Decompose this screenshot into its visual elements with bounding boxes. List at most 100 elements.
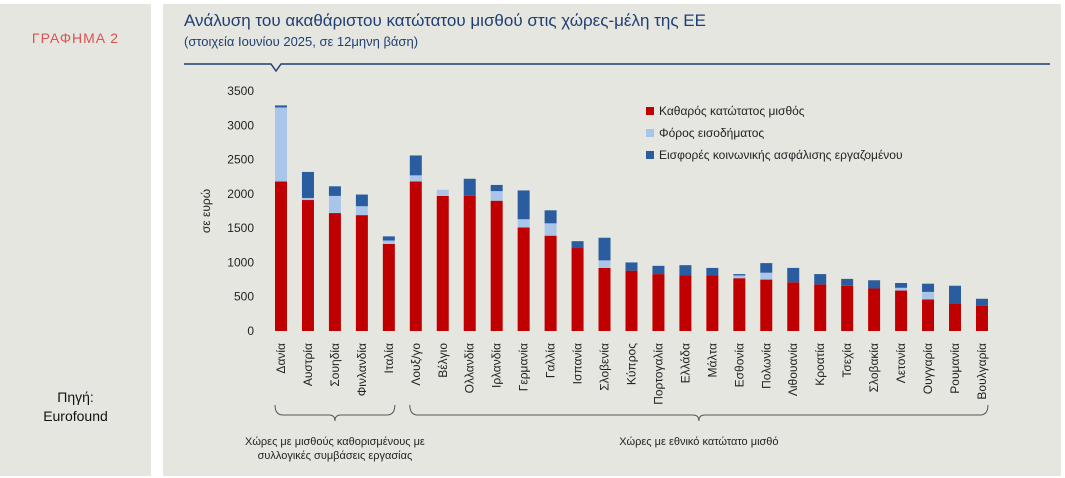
bar-net-wage <box>922 299 935 331</box>
legend-label: Φόρος εισοδήματος <box>659 126 764 140</box>
bar-net-wage <box>652 274 665 331</box>
bar-social-security <box>949 285 961 304</box>
bar-net-wage <box>571 248 584 331</box>
chart-subtitle: (στοιχεία Ιουνίου 2025, σε 12μηνη βάση) <box>184 34 419 49</box>
x-tick-label: Γερμανία <box>517 343 531 391</box>
bar-social-security <box>625 262 638 271</box>
legend-label: Καθαρός κατώτατος μισθός <box>659 104 805 118</box>
y-tick-label: 2000 <box>227 187 254 201</box>
bar-net-wage <box>706 275 719 331</box>
y-tick-label: 500 <box>234 290 254 304</box>
source-note: Πηγή: Eurofound <box>0 388 151 426</box>
bar-net-wage <box>409 181 422 331</box>
x-tick-label: Βουλγαρία <box>975 343 989 400</box>
bar-income-tax <box>517 219 530 228</box>
legend-label: Εισφορές κοινωνικής ασφάλισης εργαζομένο… <box>659 148 903 162</box>
bar-net-wage <box>949 303 961 331</box>
bar-income-tax <box>760 272 773 280</box>
group-label: συλλογικές συμβάσεις εργασίας <box>258 450 413 462</box>
bar-net-wage <box>868 288 881 331</box>
x-tick-label: Ιρλανδία <box>490 343 504 388</box>
bar-social-security <box>760 263 773 273</box>
bar-net-wage <box>544 235 557 331</box>
x-tick-label: Φινλανδία <box>355 343 369 396</box>
bar-social-security <box>463 178 476 196</box>
figure-label: ΓΡΑΦΗΜΑ 2 <box>31 30 120 46</box>
bar-net-wage <box>975 305 988 331</box>
bar-income-tax <box>490 191 503 201</box>
group-label: Χώρες με εθνικό κατώτατο μισθό <box>619 436 778 448</box>
x-tick-label: Γαλλία <box>544 343 558 378</box>
legend-swatch <box>646 151 654 159</box>
bar-social-security <box>733 274 746 276</box>
bar-social-security <box>598 237 611 261</box>
x-tick-label: Λιθουανία <box>786 343 800 396</box>
bar-net-wage <box>463 195 476 331</box>
x-tick-label: Σουηδία <box>328 343 342 387</box>
bar-social-security <box>706 267 719 276</box>
x-tick-label: Ελλάδα <box>678 343 692 383</box>
bar-net-wage <box>598 267 611 331</box>
bar-social-security <box>409 155 422 176</box>
title-rule <box>184 63 1050 73</box>
bar-income-tax <box>544 223 557 236</box>
x-tick-label: Ολλανδία <box>463 343 477 393</box>
x-tick-label: Εσθονία <box>732 343 746 387</box>
group-bracket <box>274 404 396 422</box>
bar-net-wage <box>355 215 368 331</box>
bar-net-wage <box>760 279 773 331</box>
bar-income-tax <box>598 260 611 268</box>
bar-income-tax <box>733 275 746 279</box>
x-tick-label: Αυστρία <box>301 343 315 386</box>
x-tick-label: Ιταλία <box>382 343 396 374</box>
bar-net-wage <box>328 213 341 331</box>
bar-social-security <box>490 184 503 192</box>
y-axis-label: σε ευρώ <box>199 189 213 233</box>
bar-social-security <box>922 283 935 292</box>
bar-income-tax <box>355 206 368 216</box>
x-tick-label: Ουγγαρία <box>921 343 935 394</box>
bar-net-wage <box>436 195 449 331</box>
bar-income-tax <box>922 291 935 300</box>
legend-swatch <box>646 107 654 115</box>
x-tick-label: Κροατία <box>813 343 827 386</box>
y-tick-label: 2500 <box>227 153 254 167</box>
bar-social-security <box>544 210 557 224</box>
bar-social-security <box>517 190 530 220</box>
left-panel <box>0 4 151 476</box>
y-tick-label: 1500 <box>227 221 254 235</box>
bar-net-wage <box>733 278 746 331</box>
x-tick-label: Κύπρος <box>624 343 638 385</box>
bar-social-security <box>382 236 395 241</box>
y-tick-label: 1000 <box>227 255 254 269</box>
bar-net-wage <box>275 181 287 331</box>
source-label: Πηγή: <box>57 389 94 405</box>
bar-social-security <box>328 186 341 196</box>
bar-social-security <box>571 241 584 249</box>
chart-title: Ανάλυση του ακαθάριστου κατώτατου μισθού… <box>184 11 706 30</box>
bar-net-wage <box>814 284 827 331</box>
x-tick-label: Βέλγιο <box>436 343 450 378</box>
y-tick-label: 0 <box>247 324 254 338</box>
group-bracket <box>409 404 989 422</box>
x-tick-label: Πολωνία <box>759 343 773 389</box>
bar-net-wage <box>787 282 800 331</box>
x-tick-label: Μάλτα <box>705 343 719 378</box>
bar-social-security <box>275 105 287 108</box>
x-tick-label: Τσεχία <box>840 343 854 378</box>
bar-net-wage <box>895 290 908 331</box>
bar-income-tax <box>895 287 908 291</box>
bar-social-security <box>679 265 692 276</box>
bar-net-wage <box>625 270 638 331</box>
bar-social-security <box>868 280 881 289</box>
bar-net-wage <box>841 285 854 331</box>
source-name: Eurofound <box>43 408 108 424</box>
bar-income-tax <box>301 197 314 201</box>
x-tick-label: Σλοβενία <box>598 343 612 391</box>
bar-net-wage <box>301 200 314 331</box>
bar-income-tax <box>328 195 341 214</box>
legend-swatch <box>646 129 654 137</box>
x-tick-label: Δανία <box>274 343 288 374</box>
bar-income-tax <box>409 175 422 182</box>
bar-net-wage <box>382 243 395 331</box>
